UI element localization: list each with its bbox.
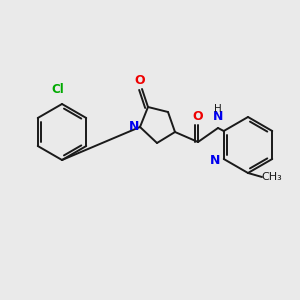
Text: N: N bbox=[213, 110, 223, 123]
Text: CH₃: CH₃ bbox=[262, 172, 282, 182]
Text: O: O bbox=[135, 74, 145, 86]
Text: Cl: Cl bbox=[52, 83, 64, 96]
Text: N: N bbox=[129, 121, 139, 134]
Text: H: H bbox=[214, 104, 222, 114]
Text: O: O bbox=[193, 110, 203, 122]
Text: N: N bbox=[209, 154, 220, 167]
